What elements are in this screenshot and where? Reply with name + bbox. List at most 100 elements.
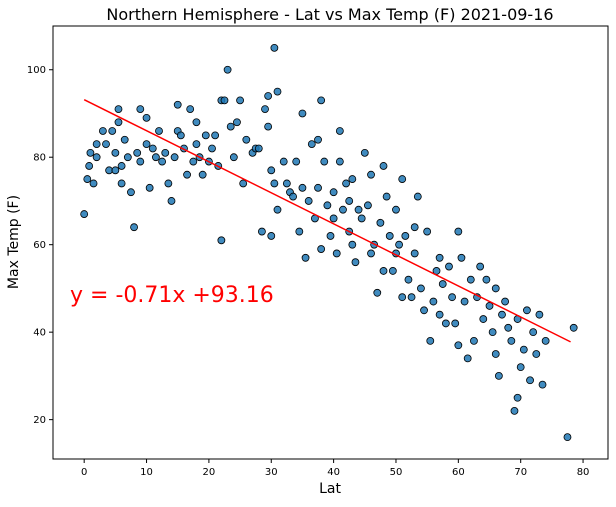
data-point [317, 245, 326, 253]
data-point [379, 162, 388, 170]
data-point [108, 127, 117, 135]
data-point [569, 323, 578, 332]
data-point [270, 179, 279, 188]
data-point [167, 197, 176, 205]
data-point [258, 227, 266, 236]
data-point [392, 205, 400, 214]
data-point [320, 157, 329, 166]
x-tick-label: 50 [390, 467, 403, 478]
data-point [429, 297, 438, 306]
data-point [482, 275, 491, 284]
data-point [80, 210, 89, 218]
data-point [379, 267, 388, 275]
data-point [348, 175, 357, 183]
data-point [526, 376, 534, 385]
regression-layer [83, 98, 571, 343]
data-point [298, 183, 307, 192]
data-point [329, 188, 338, 197]
data-point [133, 148, 142, 157]
data-point [223, 65, 232, 74]
data-point [123, 153, 132, 162]
data-point [226, 122, 235, 131]
data-point [176, 131, 185, 140]
x-tick-label: 0 [81, 467, 87, 478]
data-points [80, 43, 578, 442]
data-point [404, 275, 413, 284]
data-point [494, 371, 503, 380]
data-point [307, 140, 316, 148]
data-point [298, 109, 307, 118]
data-point [410, 223, 419, 232]
data-point [454, 227, 463, 236]
data-point [130, 223, 138, 232]
data-point [92, 153, 101, 162]
data-point [445, 262, 453, 271]
data-point [454, 341, 463, 350]
data-point [217, 236, 226, 245]
data-point [264, 122, 273, 131]
data-point [332, 249, 341, 258]
data-point [314, 135, 322, 144]
data-point [111, 148, 120, 157]
data-point [460, 297, 469, 306]
data-point [229, 153, 238, 162]
plot-frame [52, 25, 609, 460]
data-point [388, 267, 397, 275]
y-axis-label: Max Temp (F) [6, 195, 22, 289]
y-tick-label: 80 [33, 153, 46, 164]
x-tick-label: 80 [577, 467, 590, 478]
data-point [519, 345, 528, 354]
data-point [142, 113, 151, 122]
data-point [114, 105, 123, 114]
data-point [382, 192, 391, 201]
data-point [279, 157, 288, 166]
data-point [485, 302, 494, 310]
data-point [289, 192, 297, 201]
data-point [183, 170, 191, 179]
data-point [523, 306, 531, 315]
data-point [198, 170, 207, 179]
data-point [513, 393, 522, 402]
data-point [282, 179, 291, 188]
data-point [117, 162, 126, 170]
data-point [438, 280, 447, 288]
data-point [335, 157, 344, 166]
data-point [114, 118, 123, 127]
data-point [261, 105, 269, 114]
data-point [441, 319, 450, 328]
data-point [395, 240, 403, 249]
data-point [501, 297, 510, 306]
data-point [529, 328, 538, 337]
data-point [373, 288, 382, 297]
x-tick-label: 60 [452, 467, 465, 478]
data-point [504, 323, 513, 332]
data-point [507, 337, 516, 345]
regression-line [83, 98, 571, 343]
data-point [145, 183, 154, 192]
data-point [516, 363, 525, 372]
x-tick-label: 40 [327, 467, 340, 478]
data-point [85, 162, 94, 170]
data-point [92, 140, 101, 148]
data-point [317, 96, 326, 105]
data-point [491, 350, 500, 358]
data-point [335, 127, 344, 135]
data-point [83, 175, 92, 183]
data-point [304, 197, 313, 205]
data-point [273, 205, 282, 214]
data-point [348, 240, 357, 249]
y-axis: 20 40 60 80 100 [27, 65, 53, 426]
data-point [295, 227, 304, 236]
data-point [329, 214, 338, 223]
data-point [323, 201, 332, 210]
data-point [239, 179, 248, 188]
data-point [173, 100, 182, 109]
data-point [186, 105, 195, 114]
data-point [354, 205, 363, 214]
data-point [292, 157, 301, 166]
data-point [488, 328, 497, 337]
data-point [192, 140, 201, 148]
y-tick-label: 100 [27, 65, 46, 76]
data-point [211, 131, 220, 140]
